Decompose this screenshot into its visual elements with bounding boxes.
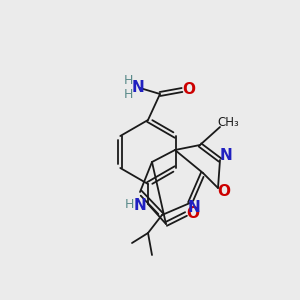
- Text: H: H: [123, 74, 133, 86]
- Text: O: O: [182, 82, 196, 98]
- Text: N: N: [220, 148, 232, 164]
- Text: O: O: [187, 206, 200, 220]
- Text: CH₃: CH₃: [217, 116, 239, 130]
- Text: N: N: [188, 200, 200, 214]
- Text: O: O: [218, 184, 230, 200]
- Text: H: H: [124, 199, 134, 212]
- Text: H: H: [123, 88, 133, 100]
- Text: N: N: [134, 197, 146, 212]
- Text: N: N: [132, 80, 144, 94]
